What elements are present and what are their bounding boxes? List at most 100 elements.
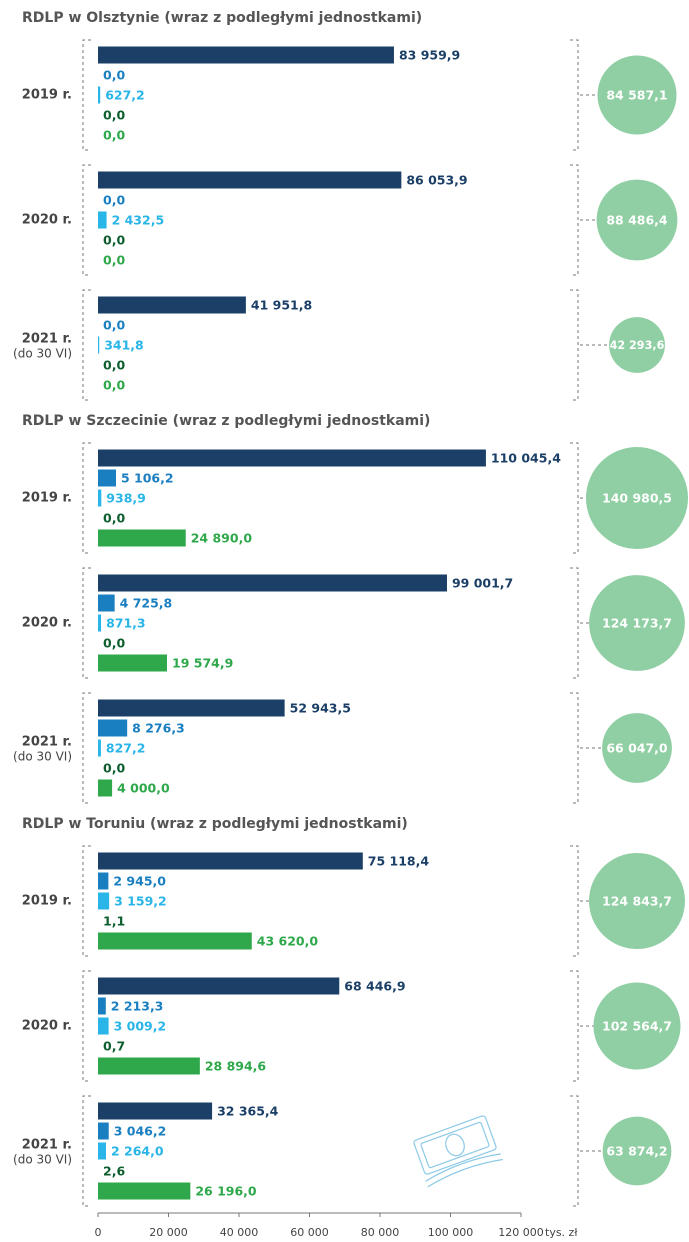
bar <box>98 212 107 229</box>
value-label: 5 106,2 <box>121 471 174 486</box>
panel-title: RDLP w Olsztynie (wraz z podległymi jedn… <box>22 10 422 26</box>
bracket-left <box>83 165 91 275</box>
total-label: 66 047,0 <box>606 741 668 756</box>
x-tick-label: 60 000 <box>290 1226 329 1239</box>
value-label: 0,0 <box>103 193 125 208</box>
value-label: 2 264,0 <box>111 1144 164 1159</box>
value-label: 341,8 <box>104 338 144 353</box>
value-label: 3 009,2 <box>114 1019 167 1034</box>
value-label: 2,6 <box>103 1164 125 1179</box>
bar <box>98 337 99 354</box>
category-note: (do 30 VI) <box>13 1153 72 1167</box>
category-label: 2019 r. <box>22 88 72 103</box>
category-label: 2021 r. <box>22 332 72 347</box>
total-label: 102 564,7 <box>602 1019 672 1034</box>
value-label: 0,7 <box>103 1039 125 1054</box>
bracket-left <box>83 846 91 956</box>
panel-title: RDLP w Szczecinie (wraz z podległymi jed… <box>22 413 430 429</box>
category-label: 2020 r. <box>22 1019 72 1034</box>
category-note: (do 30 VI) <box>13 347 72 361</box>
value-label: 26 196,0 <box>195 1184 257 1199</box>
category-label: 2019 r. <box>22 894 72 909</box>
value-label: 0,0 <box>103 108 125 123</box>
value-label: 0,0 <box>103 233 125 248</box>
bar <box>98 780 112 797</box>
banknote-icon <box>411 1114 503 1186</box>
x-tick-label: 80 000 <box>361 1226 400 1239</box>
bar <box>98 1183 190 1200</box>
x-tick-label: 0 <box>95 1226 102 1239</box>
category-note: (do 30 VI) <box>13 750 72 764</box>
value-label: 2 213,3 <box>111 999 164 1014</box>
category-label: 2020 r. <box>22 213 72 228</box>
bar <box>98 530 186 547</box>
value-label: 1,1 <box>103 914 125 929</box>
bar <box>98 978 339 995</box>
value-label: 0,0 <box>103 636 125 651</box>
value-label: 871,3 <box>106 616 146 631</box>
bar <box>98 575 447 592</box>
value-label: 28 894,6 <box>205 1059 267 1074</box>
bracket-left <box>83 290 91 400</box>
chart: RDLP w Olsztynie (wraz z podległymi jedn… <box>0 0 689 1242</box>
bar <box>98 1103 212 1120</box>
total-label: 84 587,1 <box>606 88 667 103</box>
bracket-right <box>570 846 578 956</box>
value-label: 2 432,5 <box>112 213 165 228</box>
value-label: 4 725,8 <box>120 596 173 611</box>
bar <box>98 87 100 104</box>
category-label: 2021 r. <box>22 1138 72 1153</box>
value-label: 3 159,2 <box>114 894 167 909</box>
value-label: 0,0 <box>103 253 125 268</box>
bracket-right <box>570 1096 578 1206</box>
value-label: 938,9 <box>106 491 146 506</box>
total-label: 42 293,6 <box>610 339 665 352</box>
value-label: 24 890,0 <box>191 531 253 546</box>
value-label: 52 943,5 <box>290 701 351 716</box>
value-label: 75 118,4 <box>368 854 430 869</box>
value-label: 0,0 <box>103 511 125 526</box>
total-label: 63 874,2 <box>606 1144 667 1159</box>
bracket-left <box>83 971 91 1081</box>
value-label: 43 620,0 <box>257 934 319 949</box>
bar <box>98 470 116 487</box>
x-tick-label: 120 000 <box>498 1226 544 1239</box>
bar <box>98 720 127 737</box>
bar <box>98 172 401 189</box>
value-label: 0,0 <box>103 761 125 776</box>
bar <box>98 450 486 467</box>
x-tick-label: 40 000 <box>220 1226 259 1239</box>
value-label: 0,0 <box>103 358 125 373</box>
total-label: 124 843,7 <box>602 894 672 909</box>
bar <box>98 998 106 1015</box>
bar <box>98 1123 109 1140</box>
bar <box>98 853 363 870</box>
value-label: 0,0 <box>103 378 125 393</box>
value-label: 83 959,9 <box>399 48 460 63</box>
total-label: 124 173,7 <box>602 616 672 631</box>
value-label: 99 001,7 <box>452 576 513 591</box>
value-label: 0,0 <box>103 318 125 333</box>
value-label: 0,0 <box>103 128 125 143</box>
x-axis-label: tys. zł <box>545 1226 578 1239</box>
value-label: 8 276,3 <box>132 721 185 736</box>
value-label: 0,0 <box>103 68 125 83</box>
bar <box>98 615 101 632</box>
value-label: 827,2 <box>106 741 146 756</box>
category-label: 2020 r. <box>22 616 72 631</box>
bar <box>98 1018 109 1035</box>
value-label: 3 046,2 <box>114 1124 167 1139</box>
bar <box>98 873 108 890</box>
bar <box>98 893 109 910</box>
category-label: 2021 r. <box>22 735 72 750</box>
total-label: 88 486,4 <box>606 213 668 228</box>
bracket-right <box>570 443 578 553</box>
value-label: 19 574,9 <box>172 656 233 671</box>
bracket-right <box>570 568 578 678</box>
bracket-right <box>570 40 578 150</box>
bracket-left <box>83 40 91 150</box>
bracket-left <box>83 1096 91 1206</box>
bar <box>98 700 285 717</box>
bar <box>98 1143 106 1160</box>
bar <box>98 655 167 672</box>
